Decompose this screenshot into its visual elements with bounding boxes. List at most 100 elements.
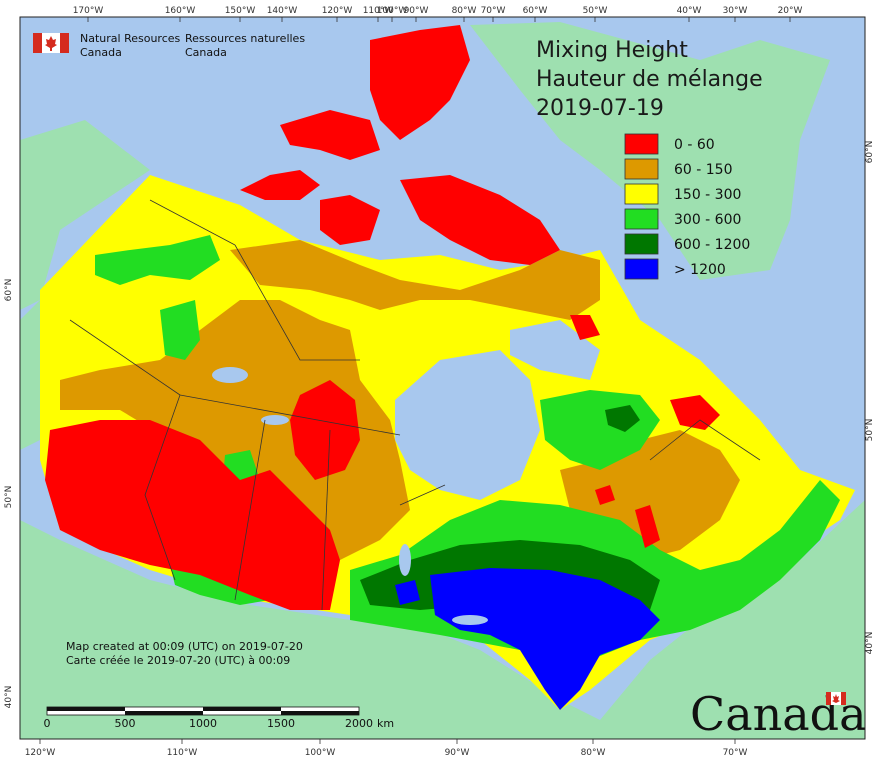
- quebec-labrador-border: [649, 419, 761, 461]
- top-tick-label: 150°W: [225, 6, 256, 16]
- canada-wordmark: Canada: [690, 687, 867, 741]
- top-tick-label: 40°W: [677, 6, 702, 16]
- right-tick-label: 50°N: [865, 419, 875, 442]
- legend-label: > 1200: [674, 262, 726, 278]
- agency-fr-line2: Canada: [185, 46, 227, 59]
- right-tick-label: 40°N: [865, 632, 875, 655]
- title-line1: Mixing Height: [536, 38, 688, 63]
- nwt-nunavut-border: [234, 244, 360, 361]
- territories-south-border: [179, 394, 401, 436]
- legend-swatch: [624, 258, 659, 280]
- scale-label: 1000: [189, 717, 217, 730]
- legend-label: 150 - 300: [674, 187, 741, 203]
- map-title: Mixing Height Hauteur de mélange 2019-07…: [536, 38, 763, 121]
- legend: 0 - 60 60 - 150 150 - 300 300 - 600 600 - 12…: [624, 133, 750, 280]
- scale-bar: 0 500 1000 1500 2000 km: [44, 706, 394, 730]
- zone-orange-north: [230, 240, 600, 320]
- great-bear-lake: [212, 367, 248, 383]
- top-tick-label: 80°W: [452, 6, 477, 16]
- hudson-bay: [395, 350, 540, 500]
- maple-leaf-icon: [45, 36, 57, 51]
- zone-blue-manitoba: [395, 580, 420, 605]
- yukon-bc-border: [69, 319, 181, 396]
- scale-bar-segment: [47, 707, 125, 711]
- zone-orange-west: [60, 300, 410, 560]
- scale-label: 1500: [267, 717, 295, 730]
- bottom-tick-label: 80°W: [581, 748, 606, 758]
- canada-zones: [40, 25, 855, 710]
- wordmark-flag-right: [841, 692, 846, 705]
- scale-unit: km: [377, 717, 394, 730]
- top-tick-label: 100°W: [377, 6, 408, 16]
- legend-label: 60 - 150: [674, 162, 733, 178]
- bottom-tick-label: 90°W: [445, 748, 470, 758]
- credit-fr: Carte créée le 2019-07-20 (UTC) à 00:09: [66, 654, 290, 667]
- right-ticks: 60°N 50°N 40°N: [865, 141, 875, 655]
- bc-alberta-border: [144, 394, 181, 581]
- boundaries: [69, 199, 761, 611]
- credit-en: Map created at 00:09 (UTC) on 2019-07-20: [66, 640, 303, 653]
- zone-red-baffin: [400, 175, 560, 265]
- zone-red-bay: [635, 505, 660, 548]
- hudson-strait: [510, 320, 600, 380]
- top-tick-label: 20°W: [778, 6, 803, 16]
- top-tick-label: 70°W: [481, 6, 506, 16]
- sask-manitoba-border: [321, 429, 331, 611]
- zone-green-bc-south: [170, 565, 270, 605]
- top-tick-label: 140°W: [267, 6, 298, 16]
- zone-red-labrador: [670, 395, 720, 430]
- legend-label: 0 - 60: [674, 137, 715, 153]
- agency-logo: Natural Resources Canada Ressources natu…: [33, 32, 305, 59]
- top-tick-label: 110°W: [363, 6, 394, 16]
- legend-swatch: [624, 133, 659, 155]
- zone-red-bc: [45, 420, 340, 610]
- top-tick-label: 30°W: [723, 6, 748, 16]
- legend-swatch: [624, 158, 659, 180]
- scale-bar-segment: [281, 711, 359, 715]
- legend-swatch: [624, 208, 659, 230]
- title-line2: Hauteur de mélange: [536, 67, 763, 92]
- zone-red-nwt: [290, 380, 360, 480]
- scale-bar-segment: [203, 707, 281, 711]
- top-tick-label: 170°W: [73, 6, 104, 16]
- usa-land: [20, 500, 865, 739]
- bottom-ticks: 120°W 110°W 100°W 90°W 80°W 70°W: [25, 739, 748, 758]
- legend-swatch: [624, 233, 659, 255]
- lakes: [212, 367, 488, 625]
- wordmark-flag-left: [826, 692, 831, 705]
- legend-swatch: [624, 183, 659, 205]
- map-border: [19, 16, 866, 740]
- agency-fr-line1: Ressources naturelles: [185, 32, 305, 45]
- legend-label: 300 - 600: [674, 212, 741, 228]
- flag-left-band: [33, 33, 42, 53]
- zone-red-islands: [320, 195, 380, 245]
- great-slave-lake: [261, 415, 289, 425]
- scale-bar-segment: [125, 711, 203, 715]
- zone-green-yukon: [95, 235, 220, 285]
- top-tick-label: 60°W: [523, 6, 548, 16]
- scale-label: 0: [44, 717, 51, 730]
- title-date: 2019-07-19: [536, 96, 664, 121]
- left-tick-label: 40°N: [4, 686, 14, 709]
- left-ticks: 60°N 50°N 40°N: [4, 279, 14, 709]
- scale-label: 500: [115, 717, 136, 730]
- scale-label: 2000: [345, 717, 373, 730]
- flag-right-band: [60, 33, 69, 53]
- alberta-sask-border: [234, 419, 266, 601]
- left-tick-label: 50°N: [4, 486, 14, 509]
- zone-red-arctic-2: [280, 110, 380, 160]
- lake-winnipeg: [399, 544, 411, 576]
- zone-red-quebec-spot: [595, 485, 615, 505]
- top-tick-label: 120°W: [322, 6, 353, 16]
- left-tick-label: 60°N: [4, 279, 14, 302]
- top-tick-label: 50°W: [583, 6, 608, 16]
- bottom-tick-label: 70°W: [723, 748, 748, 758]
- zone-green-mackenzie: [160, 300, 200, 360]
- wordmark-maple-leaf-icon: [832, 694, 840, 705]
- bottom-tick-label: 110°W: [167, 748, 198, 758]
- agency-en-line2: Canada: [80, 46, 122, 59]
- agency-en-line1: Natural Resources: [80, 32, 181, 45]
- top-tick-label: 160°W: [165, 6, 196, 16]
